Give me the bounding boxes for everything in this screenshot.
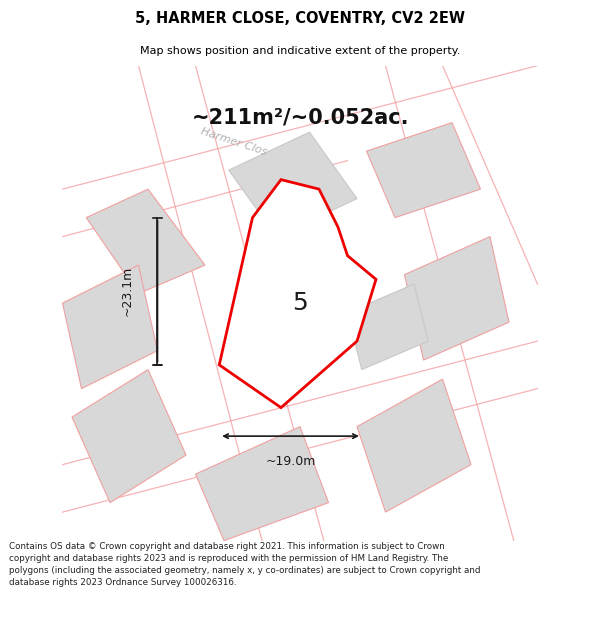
Text: 5: 5 — [292, 291, 308, 315]
Text: Harmer Clos: Harmer Clos — [199, 126, 268, 157]
Polygon shape — [62, 265, 157, 389]
Text: ~211m²/~0.052ac.: ~211m²/~0.052ac. — [191, 108, 409, 128]
Text: Contains OS data © Crown copyright and database right 2021. This information is : Contains OS data © Crown copyright and d… — [9, 542, 481, 587]
Text: 5, HARMER CLOSE, COVENTRY, CV2 2EW: 5, HARMER CLOSE, COVENTRY, CV2 2EW — [135, 11, 465, 26]
Polygon shape — [219, 179, 376, 408]
Polygon shape — [347, 284, 428, 369]
Polygon shape — [72, 369, 186, 503]
Polygon shape — [357, 379, 471, 512]
Polygon shape — [404, 237, 509, 360]
Text: ~19.0m: ~19.0m — [265, 455, 316, 468]
Text: ~23.1m: ~23.1m — [121, 266, 134, 316]
Polygon shape — [196, 427, 329, 541]
Polygon shape — [86, 189, 205, 294]
Text: Map shows position and indicative extent of the property.: Map shows position and indicative extent… — [140, 46, 460, 56]
Polygon shape — [229, 132, 357, 237]
Polygon shape — [367, 122, 481, 218]
